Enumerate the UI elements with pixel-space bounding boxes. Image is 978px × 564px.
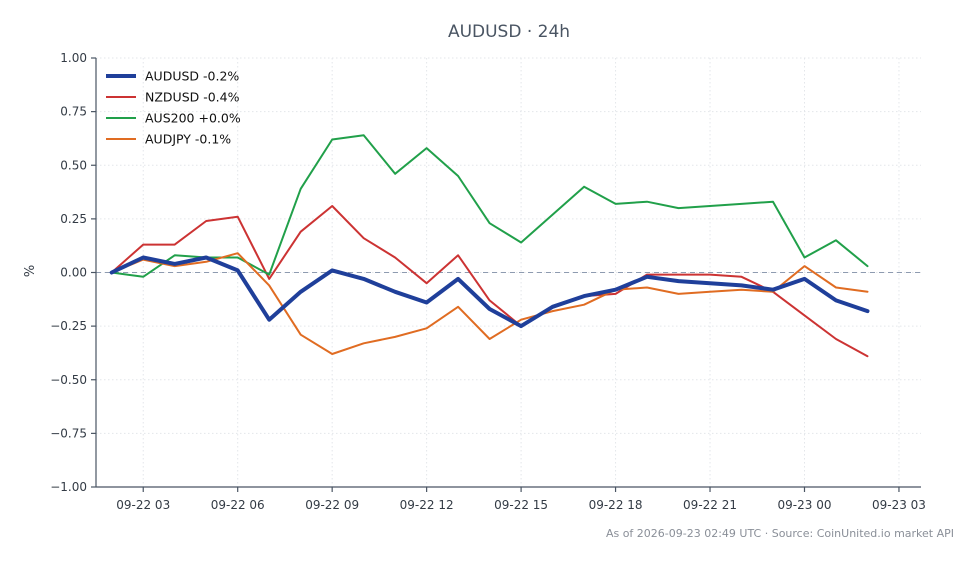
y-tick-label: −0.25 — [50, 319, 87, 333]
y-tick-label: −0.50 — [50, 373, 87, 387]
x-tick-label: 09-22 06 — [211, 498, 265, 512]
y-tick-label: 1.00 — [60, 51, 87, 65]
y-axis-label: % — [23, 265, 38, 277]
y-tick-label: 0.00 — [60, 266, 87, 280]
series-line-audjpy — [110, 252, 869, 355]
series-line-aus200 — [110, 134, 869, 278]
y-tick-label: −0.75 — [50, 426, 87, 440]
series-layer — [109, 134, 870, 358]
legend-label: AUS200 +0.0% — [145, 111, 241, 126]
axis-layer: 1.00 0.75 0.50 0.25 0.00 −0.25 −0.50 −0.75 −1.00… — [50, 51, 926, 512]
y-tick-label: 0.50 — [60, 158, 87, 172]
series-line-nzdusd — [110, 205, 869, 358]
x-tick-label: 09-22 03 — [116, 498, 170, 512]
x-tick-label: 09-22 15 — [494, 498, 548, 512]
series-line-audusd — [109, 255, 870, 329]
x-tick-label: 09-22 12 — [400, 498, 454, 512]
y-tick-label: 0.75 — [60, 105, 87, 119]
x-tick-label: 09-22 21 — [683, 498, 737, 512]
legend-label: NZDUSD -0.4% — [145, 90, 240, 105]
x-tick-label: 09-23 03 — [872, 498, 926, 512]
legend-label: AUDUSD -0.2% — [145, 69, 239, 84]
x-tick-label: 09-23 00 — [778, 498, 832, 512]
x-tick-label: 09-22 09 — [305, 498, 359, 512]
legend-label: AUDJPY -0.1% — [145, 132, 231, 147]
footer-source-note: As of 2026-09-23 02:49 UTC · Source: Coi… — [606, 527, 954, 540]
y-tick-label: 0.25 — [60, 212, 87, 226]
x-tick-label: 09-22 18 — [589, 498, 643, 512]
chart-title: AUDUSD · 24h — [448, 22, 570, 42]
legend: AUDUSD -0.2% NZDUSD -0.4% AUS200 +0.0% AUDJ… — [106, 69, 241, 147]
y-tick-label: −1.00 — [50, 480, 87, 494]
